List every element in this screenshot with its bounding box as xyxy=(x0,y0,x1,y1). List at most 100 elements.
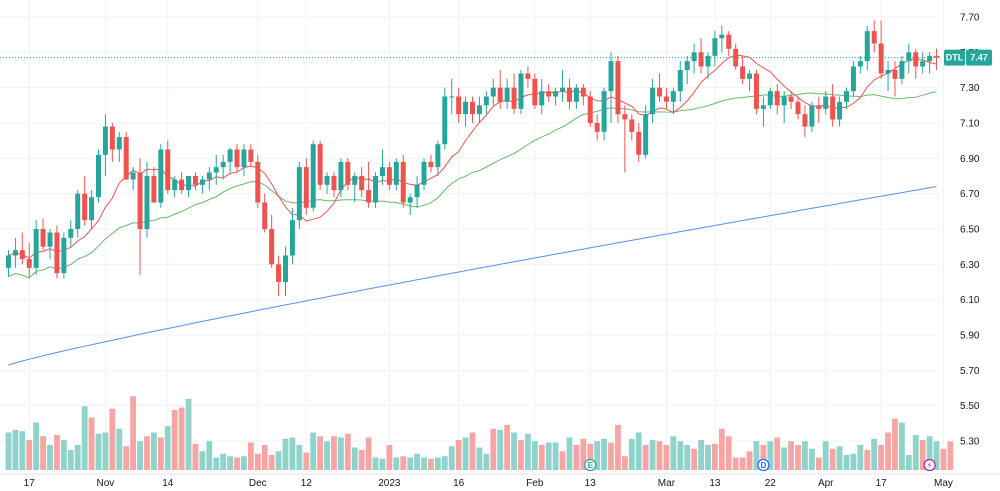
volume-bar xyxy=(739,457,746,470)
event-marker: D xyxy=(757,458,770,472)
candle xyxy=(802,105,808,138)
candle-body xyxy=(130,172,136,180)
candle xyxy=(885,61,891,92)
candle-body xyxy=(927,55,933,62)
candle-body xyxy=(317,144,323,185)
candle xyxy=(96,149,101,203)
candle xyxy=(594,114,600,141)
candle xyxy=(816,96,822,123)
volume-bar xyxy=(788,441,795,470)
ma-medium-line xyxy=(8,91,937,279)
candle xyxy=(705,52,711,79)
candle xyxy=(490,78,496,106)
candle-body xyxy=(636,131,642,155)
candle-body xyxy=(823,96,829,109)
candle xyxy=(442,87,448,150)
volume-bar xyxy=(642,445,649,470)
time-axis[interactable]: 17 Nov 14 Dec 12 2023 16 Feb 13 Mar 13 22 Apr 17 May xyxy=(0,473,1000,489)
volume-bar xyxy=(220,453,227,470)
candle-body xyxy=(227,149,233,162)
candle-body xyxy=(899,61,905,79)
event-circle xyxy=(584,458,597,472)
candle xyxy=(878,20,884,79)
volume-bar xyxy=(663,445,670,470)
candle xyxy=(338,158,344,198)
volume-bar xyxy=(241,456,247,470)
candle-body xyxy=(705,55,711,67)
candle-body xyxy=(837,101,843,120)
candle xyxy=(657,73,662,102)
candle-body xyxy=(670,91,676,102)
candle xyxy=(82,176,88,226)
volume-bar xyxy=(843,455,850,470)
candle-body xyxy=(96,154,101,198)
candle xyxy=(511,73,517,115)
candle-body xyxy=(19,250,25,260)
volume-bar xyxy=(150,432,157,470)
candle-body xyxy=(698,52,704,67)
candle-body xyxy=(331,176,337,191)
price-tick-label: 7.70 xyxy=(960,13,980,24)
volume-bar xyxy=(864,450,871,470)
candle xyxy=(269,214,275,268)
volume-bar xyxy=(885,432,891,470)
volume-bar xyxy=(691,448,698,470)
candle xyxy=(753,70,759,115)
candle-body xyxy=(622,114,628,120)
volume-bar xyxy=(88,417,95,470)
candle xyxy=(850,61,856,97)
candle xyxy=(19,232,25,265)
volume-bar xyxy=(192,443,199,470)
volume-bar xyxy=(760,445,767,470)
candle-body xyxy=(213,167,219,173)
candle xyxy=(740,55,746,85)
candle xyxy=(449,78,455,115)
volume-bar xyxy=(718,428,725,470)
candle-body xyxy=(844,91,849,102)
candlesticks xyxy=(5,20,940,297)
candle xyxy=(379,149,385,185)
candle-body xyxy=(12,250,18,256)
candle xyxy=(68,220,74,247)
volume-bar xyxy=(317,436,324,470)
candle-body xyxy=(151,176,157,203)
volume-bar xyxy=(531,441,538,470)
candle-body xyxy=(615,61,621,115)
price-axis[interactable]: 7.707.507.307.106.906.706.506.306.105.90… xyxy=(960,13,980,448)
candle-body xyxy=(906,52,912,62)
candle xyxy=(234,144,240,173)
candle xyxy=(712,31,718,67)
volume-bar xyxy=(275,451,282,470)
volume-bar xyxy=(199,451,206,470)
candle xyxy=(5,250,11,277)
candle-body xyxy=(276,264,282,282)
candle-body xyxy=(338,161,344,191)
volume-bar xyxy=(808,448,815,470)
price-tick-label: 7.10 xyxy=(960,119,980,130)
candle xyxy=(352,172,358,203)
candle xyxy=(186,176,192,198)
candle xyxy=(518,70,524,115)
volume-bar xyxy=(628,438,635,470)
candle xyxy=(456,87,462,123)
candle-body xyxy=(684,61,690,70)
candle-body xyxy=(525,73,531,79)
volume-bar xyxy=(310,432,317,470)
candle-body xyxy=(830,96,836,120)
volume-bar xyxy=(538,445,545,470)
candle-body xyxy=(179,179,185,191)
candle xyxy=(331,172,337,198)
volume-bar xyxy=(213,457,220,470)
price-tick-label: 6.30 xyxy=(960,260,980,271)
event-label: D xyxy=(760,461,766,470)
candle-body xyxy=(158,149,164,203)
candle-body xyxy=(539,91,545,106)
candle-body xyxy=(587,96,593,123)
volume-bars xyxy=(5,396,954,470)
volume-bar xyxy=(594,441,601,470)
candle-body xyxy=(386,167,392,185)
candle xyxy=(33,220,39,275)
symbol-badge xyxy=(944,49,965,66)
candle xyxy=(61,232,67,279)
